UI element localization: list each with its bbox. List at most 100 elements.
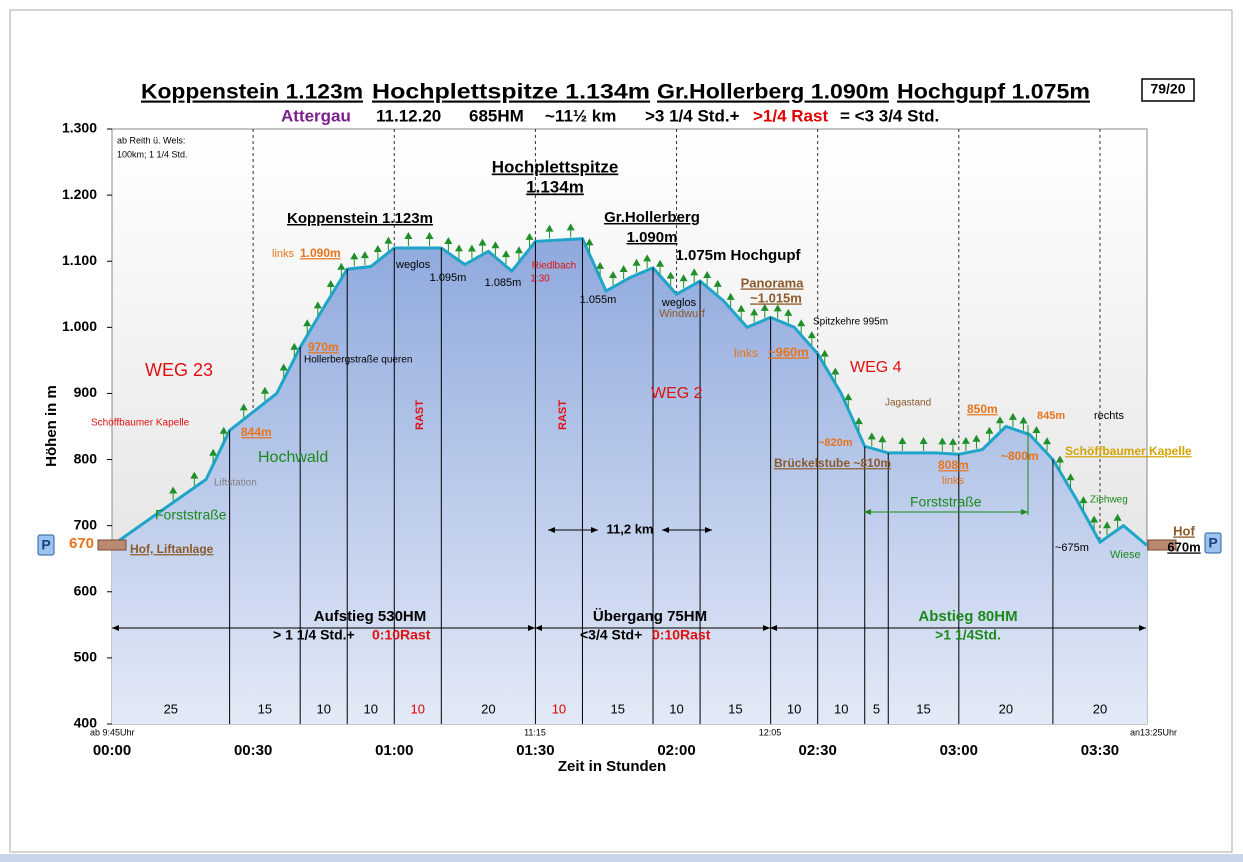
chart-title: Gr.Hollerberg 1.090m <box>657 81 889 104</box>
annotation: Schöffbaumer Kapelle <box>91 418 190 429</box>
tree <box>350 252 359 260</box>
segment-label: 10 <box>552 701 566 716</box>
annotation: > 1 1/4 Std.+ <box>273 627 355 643</box>
annotation: ~820m <box>818 437 853 449</box>
annotation: 1:30 <box>530 274 550 285</box>
tree <box>404 232 413 239</box>
annotation: Brückelstube ~810m <box>774 456 891 470</box>
tree <box>1066 473 1075 481</box>
tree <box>514 246 523 254</box>
tree <box>831 367 840 375</box>
annotation: Schöffbaumer Kapelle <box>1065 444 1192 458</box>
segment-label: 10 <box>669 701 683 716</box>
x-tick-label: 03:30 <box>1081 742 1119 759</box>
annotation: links <box>734 346 758 360</box>
segment-label: 15 <box>611 701 625 716</box>
parking-box <box>1204 532 1222 554</box>
subtitle: >1/4 Rast <box>753 106 828 125</box>
tree <box>690 268 699 276</box>
annotation: RAST <box>557 400 569 430</box>
annotation: WEG 2 <box>651 385 703 402</box>
bottom-bar <box>0 854 1243 862</box>
tree <box>656 259 665 267</box>
x-tick-label: 01:00 <box>375 742 413 759</box>
tree <box>1008 412 1017 420</box>
tree <box>360 251 369 259</box>
tree <box>373 244 382 252</box>
annotation: <3/4 Std+ <box>580 627 642 643</box>
tree <box>502 250 511 258</box>
tree <box>525 232 534 240</box>
segment-label: 10 <box>316 701 330 716</box>
tree <box>985 426 994 434</box>
annotation: WEG 23 <box>145 360 213 380</box>
parking-box <box>37 534 55 556</box>
tree <box>1019 416 1028 424</box>
tree <box>279 363 288 371</box>
tree <box>820 349 829 357</box>
tree <box>209 448 218 456</box>
segment-label: 15 <box>728 701 742 716</box>
annotation: RAST <box>414 400 426 430</box>
annotation: Wiese <box>1110 549 1141 561</box>
annotation: Übergang 75HM <box>593 608 707 625</box>
tree <box>1103 521 1112 529</box>
annotation: 12:05 <box>759 727 782 737</box>
annotation: Hochplettspitze <box>492 157 619 176</box>
tree <box>219 426 228 434</box>
y-tick-label: 400 <box>74 715 98 731</box>
tree <box>1090 515 1099 523</box>
tree <box>1113 513 1122 521</box>
tree <box>1055 455 1064 463</box>
x-tick-label: 02:30 <box>798 742 836 759</box>
annotation: Gr.Hollerberg <box>604 209 700 226</box>
tree <box>713 279 722 287</box>
annotation: weglos <box>395 259 431 271</box>
annotation: Spitzkehre 995m <box>813 317 888 328</box>
x-tick-label: 02:00 <box>657 742 695 759</box>
tree <box>478 238 487 246</box>
annotation: >1 1/4Std. <box>935 627 1001 643</box>
annotation: ~675m <box>1055 542 1089 554</box>
tree <box>467 244 476 252</box>
x-tick-label: 00:00 <box>93 742 131 759</box>
tree <box>1043 437 1052 445</box>
annotation: Forststraße <box>155 507 227 523</box>
segment-label: 25 <box>164 701 178 716</box>
segment-label: 10 <box>411 701 425 716</box>
tree <box>545 224 554 232</box>
annotation: Panorama <box>741 275 805 290</box>
y-tick-label: 900 <box>74 384 98 400</box>
annotation: P <box>41 537 50 553</box>
chart-title: Hochgupf 1.075m <box>897 81 1090 104</box>
x-tick-label: 03:00 <box>940 742 978 759</box>
annotation: Windwurf <box>659 308 706 320</box>
annotation: Hochwald <box>258 449 328 466</box>
annotation: Liftstation <box>214 478 257 489</box>
annotation: 844m <box>241 425 272 439</box>
segment-label: 15 <box>258 701 272 716</box>
annotation: 845m <box>1037 410 1065 422</box>
tree <box>303 319 312 327</box>
tree <box>313 301 322 309</box>
annotation: ab Reith ü. Wels: <box>117 135 185 145</box>
annotation: Abstieg 80HM <box>918 608 1017 625</box>
tree <box>609 271 618 279</box>
annotation: 0:10Rast <box>372 627 431 643</box>
x-tick-label: 01:30 <box>516 742 554 759</box>
tree <box>643 254 652 262</box>
x-tick-label: 00:30 <box>234 742 272 759</box>
tree <box>632 258 641 266</box>
tree <box>596 261 605 269</box>
tree <box>972 434 981 442</box>
annotation: Jagastand <box>885 398 931 409</box>
annotation: 1.055m <box>580 294 617 306</box>
tree <box>726 292 735 300</box>
annotation: links <box>942 475 965 487</box>
annotation: Koppenstein 1.123m <box>287 210 433 227</box>
annotation: weglos <box>661 297 697 309</box>
tree <box>878 435 887 443</box>
annotation: rechts <box>1094 410 1124 422</box>
tree <box>867 432 876 440</box>
